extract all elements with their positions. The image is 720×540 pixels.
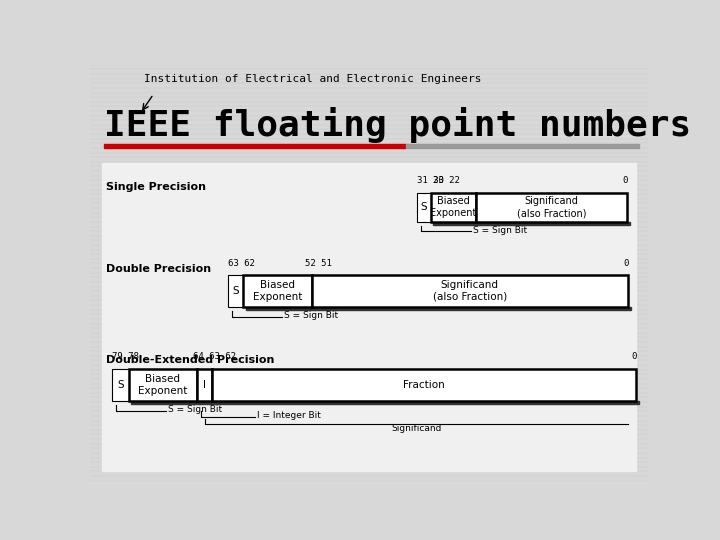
Bar (314, 307, 631, 310)
Bar (112, 369, 129, 401)
Bar (199, 401, 215, 404)
Text: Fraction: Fraction (403, 380, 445, 390)
Bar (228, 275, 243, 307)
Text: S = Sign Bit: S = Sign Bit (284, 311, 338, 320)
Text: 52 51: 52 51 (305, 259, 333, 268)
Text: S = Sign Bit: S = Sign Bit (168, 405, 222, 414)
Text: Institution of Electrical and Electronic Engineers: Institution of Electrical and Electronic… (144, 74, 482, 84)
Text: 63 62: 63 62 (228, 259, 255, 268)
Bar (246, 307, 315, 310)
Text: 64 63 62: 64 63 62 (193, 352, 236, 361)
Text: Double Precision: Double Precision (106, 264, 211, 274)
Bar (478, 222, 630, 225)
Text: 0: 0 (631, 352, 636, 361)
Text: Significand: Significand (391, 423, 441, 433)
Text: Double-Extended Precision: Double-Extended Precision (106, 355, 274, 365)
Bar (197, 369, 212, 401)
Bar (215, 401, 639, 404)
Text: 31 30: 31 30 (417, 177, 444, 185)
Text: Significand
(also Fraction): Significand (also Fraction) (517, 197, 586, 218)
Text: Significand
(also Fraction): Significand (also Fraction) (433, 280, 507, 302)
Bar (129, 369, 197, 401)
Text: 0: 0 (624, 259, 629, 268)
Text: 23 22: 23 22 (433, 177, 459, 185)
Text: Single Precision: Single Precision (106, 181, 205, 192)
Text: 0: 0 (622, 177, 628, 185)
Text: 79 78: 79 78 (112, 352, 138, 361)
Bar (104, 144, 406, 148)
Text: I: I (203, 380, 206, 390)
Bar (131, 401, 200, 404)
Text: S: S (233, 286, 239, 296)
Text: IEEE floating point numbers: IEEE floating point numbers (104, 106, 691, 143)
Bar (476, 193, 627, 222)
Bar (243, 275, 312, 307)
Bar (431, 193, 476, 222)
Bar (433, 222, 479, 225)
Text: S: S (420, 202, 428, 212)
Text: I = Integer Bit: I = Integer Bit (256, 411, 320, 420)
Text: Biased
Exponent: Biased Exponent (253, 280, 302, 302)
Bar (417, 193, 431, 222)
Bar (406, 144, 639, 148)
Bar (212, 369, 636, 401)
Bar (312, 275, 628, 307)
Bar (102, 164, 636, 471)
Text: S: S (117, 380, 124, 390)
Text: S = Sign Bit: S = Sign Bit (473, 226, 527, 235)
Text: Biased
Exponent: Biased Exponent (431, 197, 477, 218)
Text: Biased
Exponent: Biased Exponent (138, 374, 187, 396)
